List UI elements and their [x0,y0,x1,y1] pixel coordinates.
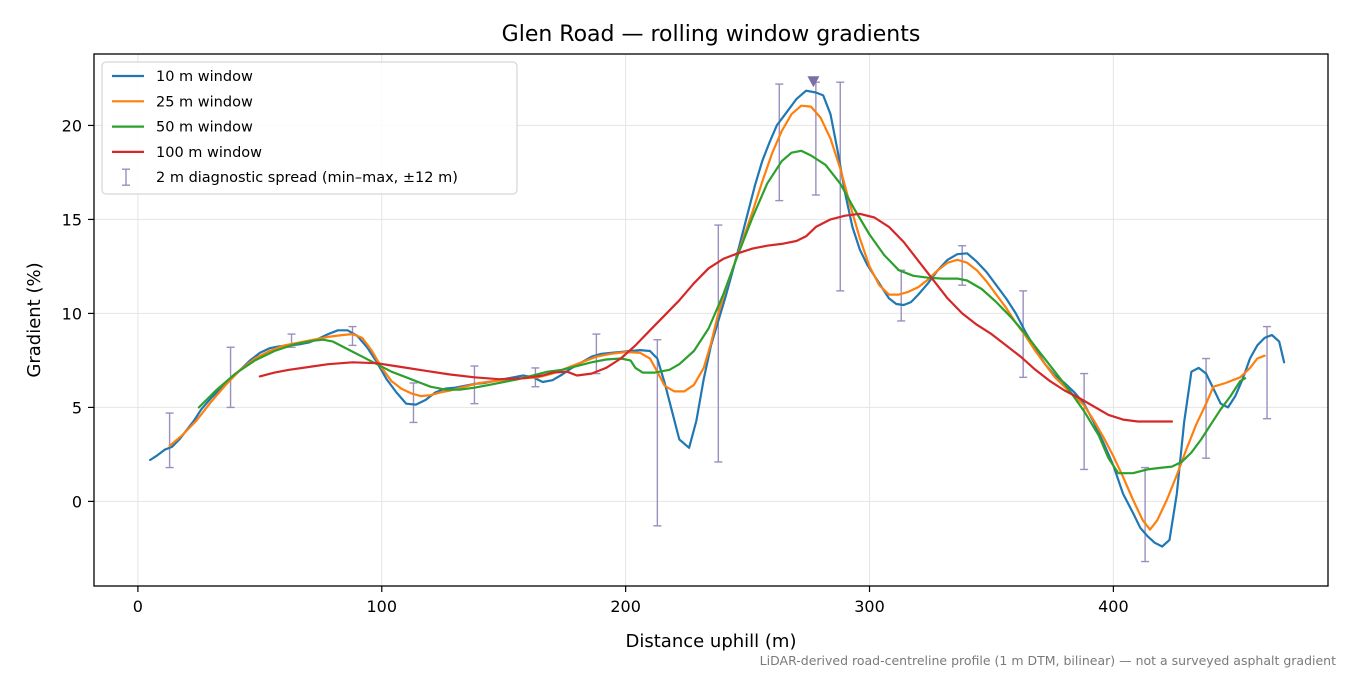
legend-label-2: 25 m window [156,94,253,110]
footnote: LiDAR-derived road-centreline profile (1… [760,653,1336,668]
peak-marker-group [807,76,820,88]
grid [94,54,1328,586]
x-tick-label: 300 [854,597,885,616]
legend-label-1: 10 m window [156,69,253,85]
y-tick-label: 20 [62,116,82,135]
series-line-1 [149,89,1286,548]
legend: 10 m window 25 m window 50 m window 100 m w… [101,61,518,195]
series-line-4 [258,212,1173,423]
y-tick-label: 10 [62,304,82,323]
error-bar [409,382,418,424]
legend-label-error-bars: 2 m diagnostic spread (min–max, ±12 m) [156,170,458,186]
y-tick-label: 5 [72,398,82,417]
error-bar [348,325,357,347]
x-tick-label: 0 [133,597,143,616]
axis-ticks: 0 100 200 300 400 0 5 10 15 20 [62,116,1129,616]
x-tick-label: 100 [366,597,397,616]
y-tick-label: 0 [72,492,82,511]
legend-label-3: 50 m window [156,120,253,136]
error-bars [165,81,1272,563]
chart-title: Glen Road — rolling window gradients [502,22,921,47]
error-bar [836,81,845,292]
error-bar [1263,325,1272,420]
peak-marker [807,76,820,88]
legend-box [101,61,518,195]
plot-frame [93,53,1329,587]
series-line-3 [197,149,1247,475]
series-line-2 [168,104,1266,531]
error-bar [775,83,784,202]
x-tick-label: 200 [610,597,641,616]
series-lines [149,89,1286,548]
x-tick-label: 400 [1098,597,1129,616]
y-tick-label: 15 [62,210,82,229]
legend-label-4: 100 m window [156,145,262,161]
error-bar [1080,372,1089,471]
error-bar [165,412,174,469]
x-axis-label: Distance uphill (m) [626,631,797,652]
y-axis-label: Gradient (%) [24,262,45,377]
error-bar [714,224,723,463]
error-bar [1141,466,1150,563]
